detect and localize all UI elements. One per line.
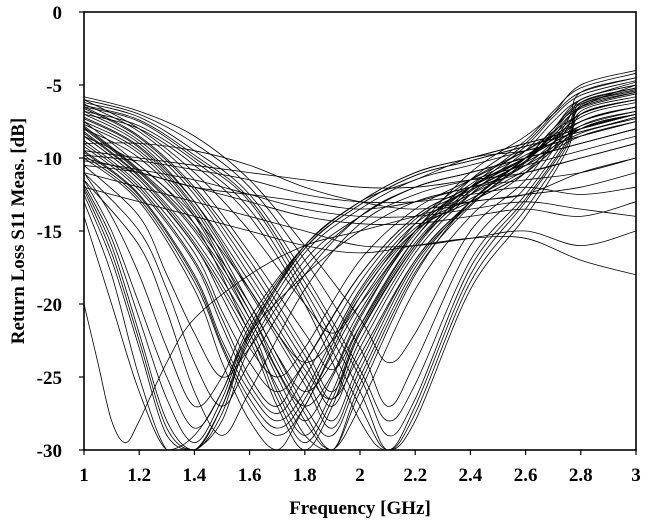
y-tick-label: -30 — [37, 441, 62, 462]
series-line-43 — [83, 72, 637, 371]
series-line-30 — [83, 172, 637, 248]
series-line-51 — [83, 90, 637, 437]
series-line-47 — [83, 102, 637, 414]
series-line-19 — [83, 113, 637, 429]
series-line-42 — [83, 110, 637, 393]
series-line-54 — [83, 113, 637, 407]
y-tick-label: -25 — [37, 368, 62, 389]
series-line-17 — [83, 121, 637, 408]
x-tick-label: 3 — [631, 465, 641, 486]
x-axis-title: Frequency [GHz] — [289, 498, 431, 519]
series-line-50 — [83, 116, 637, 444]
series-line-38 — [83, 113, 637, 422]
series-line-40 — [83, 106, 637, 363]
series-line-44 — [83, 80, 637, 400]
series-line-53 — [83, 118, 637, 444]
x-tick-label: 2 — [355, 465, 365, 486]
x-tick-label: 2.8 — [569, 465, 593, 486]
series-line-24 — [83, 77, 637, 364]
x-tick-label: 1 — [79, 465, 89, 486]
y-ticks: 0 -5 -10 -15 -20 -25 -30 — [37, 3, 84, 462]
x-ticks: 1 1.2 1.4 1.6 1.8 2 2.2 2.4 2.6 2.8 3 — [79, 450, 641, 486]
series-line-21 — [83, 143, 637, 451]
series-line-45 — [83, 89, 637, 429]
plot-frame — [83, 11, 637, 451]
series-line-31 — [83, 186, 637, 276]
x-tick-label: 1.8 — [293, 465, 317, 486]
series-line-20 — [83, 157, 637, 444]
y-tick-label: -20 — [37, 295, 62, 316]
series-line-6 — [83, 81, 637, 407]
series-group — [83, 70, 637, 451]
y-tick-label: 0 — [53, 3, 63, 24]
y-tick-label: -5 — [46, 76, 62, 97]
series-line-49 — [83, 116, 637, 451]
series-line-12 — [83, 106, 637, 422]
series-line-46 — [83, 93, 637, 451]
series-line-37 — [83, 135, 637, 436]
series-line-7 — [83, 87, 637, 400]
series-line-48 — [83, 110, 637, 429]
y-tick-label: -10 — [37, 149, 62, 170]
x-tick-label: 1.2 — [127, 465, 151, 486]
x-tick-label: 2.2 — [403, 465, 427, 486]
x-tick-label: 1.6 — [238, 465, 262, 486]
y-axis-title: Return Loss S11 Meas. [dB] — [8, 118, 29, 344]
series-line-3 — [83, 77, 637, 334]
series-line-26 — [83, 87, 637, 422]
x-tick-label: 2.4 — [459, 465, 483, 486]
series-line-22 — [83, 84, 637, 407]
x-tick-label: 1.4 — [183, 465, 207, 486]
x-tick-label: 2.6 — [514, 465, 538, 486]
series-line-39 — [83, 121, 637, 451]
y-tick-label: -15 — [37, 222, 62, 243]
series-line-33 — [83, 154, 637, 204]
